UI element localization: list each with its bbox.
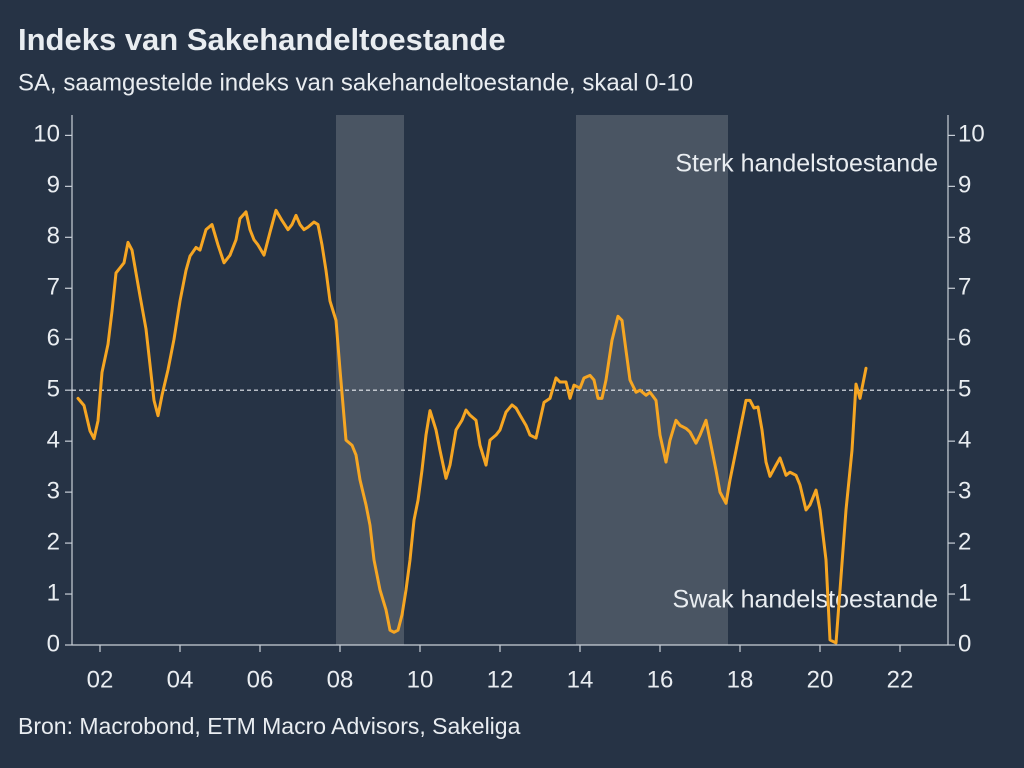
shaded-range xyxy=(336,115,404,645)
x-tick-label: 20 xyxy=(807,666,834,693)
y2-tick-label: 9 xyxy=(958,172,971,199)
shaded-areas xyxy=(336,115,728,645)
y-tick-label: 2 xyxy=(47,528,60,555)
y-tick-label: 1 xyxy=(47,579,60,606)
y2-tick-label: 1 xyxy=(958,579,971,606)
source-note: Bron: Macrobond, ETM Macro Advisors, Sak… xyxy=(18,713,521,739)
y-tick-label: 6 xyxy=(47,325,60,352)
x-tick-label: 18 xyxy=(727,666,754,693)
x-tick-label: 02 xyxy=(87,666,114,693)
y-tick-label: 10 xyxy=(33,121,60,148)
y2-tick-label: 4 xyxy=(958,426,971,453)
x-tick-label: 12 xyxy=(487,666,514,693)
y-tick-label: 8 xyxy=(47,223,60,250)
x-tick-label: 06 xyxy=(247,666,274,693)
y2-tick-label: 8 xyxy=(958,223,971,250)
y2-tick-label: 7 xyxy=(958,274,971,301)
y-tick-label: 3 xyxy=(47,477,60,504)
annotation: Swak handelstoestande xyxy=(673,586,938,614)
y2-tick-label: 3 xyxy=(958,477,971,504)
chart-subtitle: SA, saamgestelde indeks van sakehandelto… xyxy=(18,69,693,96)
y2-tick-label: 2 xyxy=(958,528,971,555)
shaded-range xyxy=(576,115,728,645)
x-tick-label: 04 xyxy=(167,666,194,693)
x-tick-label: 14 xyxy=(567,666,594,693)
y-tick-label: 5 xyxy=(47,376,60,403)
y-tick-label: 0 xyxy=(47,630,60,657)
y-tick-label: 4 xyxy=(47,426,60,453)
x-tick-label: 08 xyxy=(327,666,354,693)
y2-tick-label: 10 xyxy=(958,121,985,148)
y-tick-label: 7 xyxy=(47,274,60,301)
y2-tick-label: 6 xyxy=(958,325,971,352)
chart-title: Indeks van Sakehandeltoestande xyxy=(18,22,506,57)
x-tick-label: 22 xyxy=(887,666,914,693)
x-tick-label: 10 xyxy=(407,666,434,693)
data-line xyxy=(76,208,868,645)
y2-tick-label: 0 xyxy=(958,630,971,657)
y-tick-label: 9 xyxy=(47,172,60,199)
x-tick-label: 16 xyxy=(647,666,674,693)
annotation: Sterk handelstoestande xyxy=(675,150,938,178)
y2-tick-label: 5 xyxy=(958,376,971,403)
